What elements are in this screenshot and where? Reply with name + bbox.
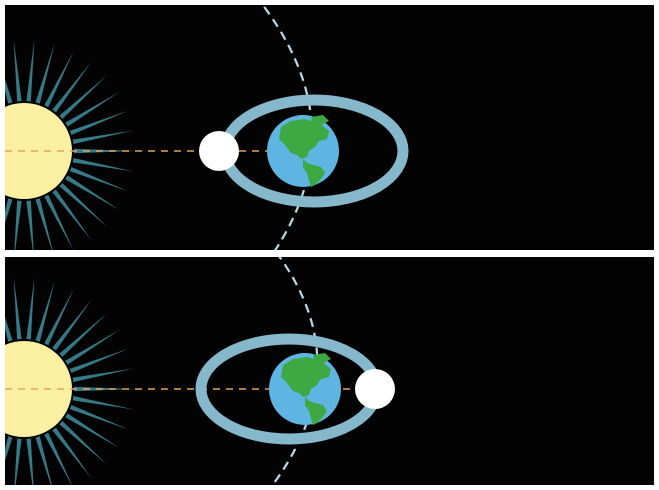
sun-ray	[44, 50, 74, 108]
earth-land	[281, 357, 331, 397]
sun-ray	[72, 395, 135, 410]
sun-icon	[5, 39, 136, 250]
sun-ray	[65, 413, 120, 448]
sun-ray	[52, 61, 92, 113]
sun-ray	[52, 299, 92, 351]
sun-ray	[52, 189, 92, 241]
sun-icon	[5, 277, 136, 485]
earth-icon	[267, 115, 339, 187]
sun-ray	[72, 157, 135, 172]
earth-land	[313, 353, 331, 363]
sun-ray	[26, 200, 34, 250]
sun-ray	[44, 288, 74, 346]
sun-ray	[5, 317, 13, 342]
sun-ray	[14, 200, 22, 250]
earth-land	[305, 397, 327, 425]
sun-ray	[72, 368, 135, 383]
sun-ray	[35, 281, 55, 342]
moon-icon	[355, 369, 395, 409]
sun-ray	[69, 166, 129, 192]
panel-divider	[5, 250, 654, 257]
sun-ray	[59, 420, 107, 465]
sun-ray	[5, 436, 13, 461]
sun-ray	[44, 194, 74, 250]
earth-land	[311, 115, 329, 125]
sun-ray	[35, 436, 52, 485]
sun-ray	[5, 79, 13, 104]
bottom-panel	[5, 257, 395, 485]
sun-ray	[73, 148, 136, 154]
moon-icon	[199, 131, 239, 171]
sun-ray	[13, 277, 22, 340]
sun-ray	[73, 386, 136, 392]
earth-orbit-path	[261, 5, 314, 250]
earth-land	[279, 119, 329, 159]
sun-ray	[65, 92, 120, 127]
sun-ray	[35, 198, 53, 250]
sun-ray	[65, 330, 120, 365]
sun-ray	[26, 39, 35, 102]
earth-land	[303, 159, 325, 187]
sun-ray	[14, 438, 22, 485]
sun-ray	[35, 43, 55, 104]
sun-ray	[69, 348, 129, 374]
sun-ray	[69, 404, 129, 430]
sun-ray	[26, 277, 35, 340]
sun-ray	[5, 198, 13, 223]
sun-ray	[69, 110, 129, 136]
sun-ray	[52, 427, 92, 479]
sun-ray	[72, 130, 135, 145]
sun-ray	[13, 39, 22, 102]
top-panel	[5, 5, 409, 250]
earth-icon	[269, 353, 341, 425]
sun-ray	[59, 313, 107, 358]
sun-ray	[26, 438, 34, 485]
sun-ray	[44, 432, 72, 485]
sun-ray	[59, 182, 107, 227]
sun-ray	[59, 75, 107, 120]
earth-orbit-path	[271, 257, 319, 485]
sun-ray	[65, 175, 120, 210]
